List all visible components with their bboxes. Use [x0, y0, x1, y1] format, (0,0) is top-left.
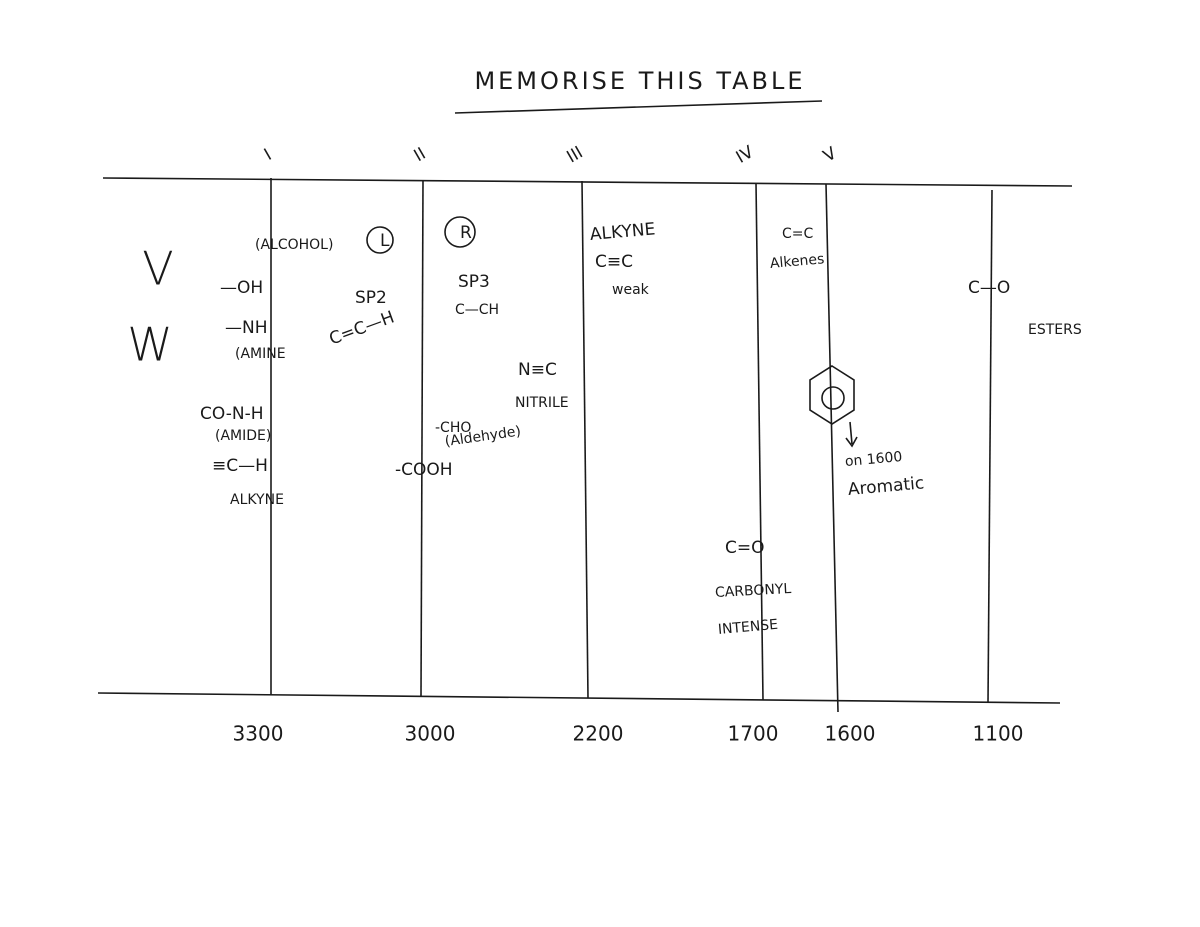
column-line — [420, 179, 424, 697]
note: CO-N-H — [200, 404, 264, 424]
roman-numeral: V — [820, 143, 840, 166]
wavenumber: 3000 — [405, 722, 456, 746]
wavenumber: 3300 — [233, 722, 284, 746]
roman-numeral: IV — [733, 142, 758, 168]
note: N≡C — [518, 360, 557, 380]
note: ≡C—H — [212, 456, 268, 476]
note: -COOH — [395, 460, 453, 480]
note: ALKYNE — [589, 219, 656, 245]
column-line — [755, 182, 764, 701]
title: MEMORISE THIS TABLE — [474, 67, 805, 95]
benzene-circle — [821, 386, 845, 410]
note: (AMINE — [235, 346, 286, 362]
roman-numeral: III — [563, 143, 586, 168]
side-label: V — [142, 242, 173, 296]
wavenumber: 1100 — [973, 722, 1024, 746]
note: R — [460, 223, 472, 243]
note: L — [380, 231, 390, 251]
note: on 1600 — [844, 449, 903, 470]
bottom-line — [97, 692, 1061, 704]
note: —NH — [225, 318, 268, 338]
note: C—CH — [455, 302, 499, 318]
roman-numeral: I — [261, 145, 275, 165]
note: —OH — [220, 278, 263, 298]
note: ALKYNE — [230, 492, 284, 508]
circle-mark — [366, 226, 394, 254]
wavenumber: 1600 — [825, 722, 876, 746]
note: (AMIDE) — [215, 428, 271, 444]
note: C=O — [725, 538, 765, 558]
note: Aromatic — [847, 473, 925, 500]
wavenumber: 2200 — [573, 722, 624, 746]
column-line — [987, 189, 993, 704]
circle-mark — [444, 216, 476, 248]
note: Alkenes — [769, 251, 825, 272]
note: SP3 — [458, 272, 490, 292]
benzene-ring — [809, 365, 855, 425]
title-underline — [454, 100, 823, 114]
note: NITRILE — [515, 395, 569, 411]
column-line — [825, 183, 839, 713]
side-label: W — [127, 318, 172, 372]
wavenumber: 1700 — [728, 722, 779, 746]
roman-numeral: II — [411, 144, 430, 166]
note: C=C—H — [327, 307, 398, 349]
note: C—O — [968, 278, 1010, 298]
note: C=C — [782, 226, 814, 242]
note: C≡C — [595, 252, 633, 272]
top-line — [102, 177, 1073, 187]
note: -CHO — [435, 420, 471, 436]
note: (ALCOHOL) — [255, 237, 333, 253]
column-line — [581, 180, 589, 699]
note: CARBONYL — [715, 581, 792, 601]
arrow — [845, 421, 858, 448]
note: ESTERS — [1028, 322, 1082, 338]
note: SP2 — [355, 288, 387, 308]
note: INTENSE — [717, 617, 778, 638]
note: weak — [612, 282, 650, 298]
